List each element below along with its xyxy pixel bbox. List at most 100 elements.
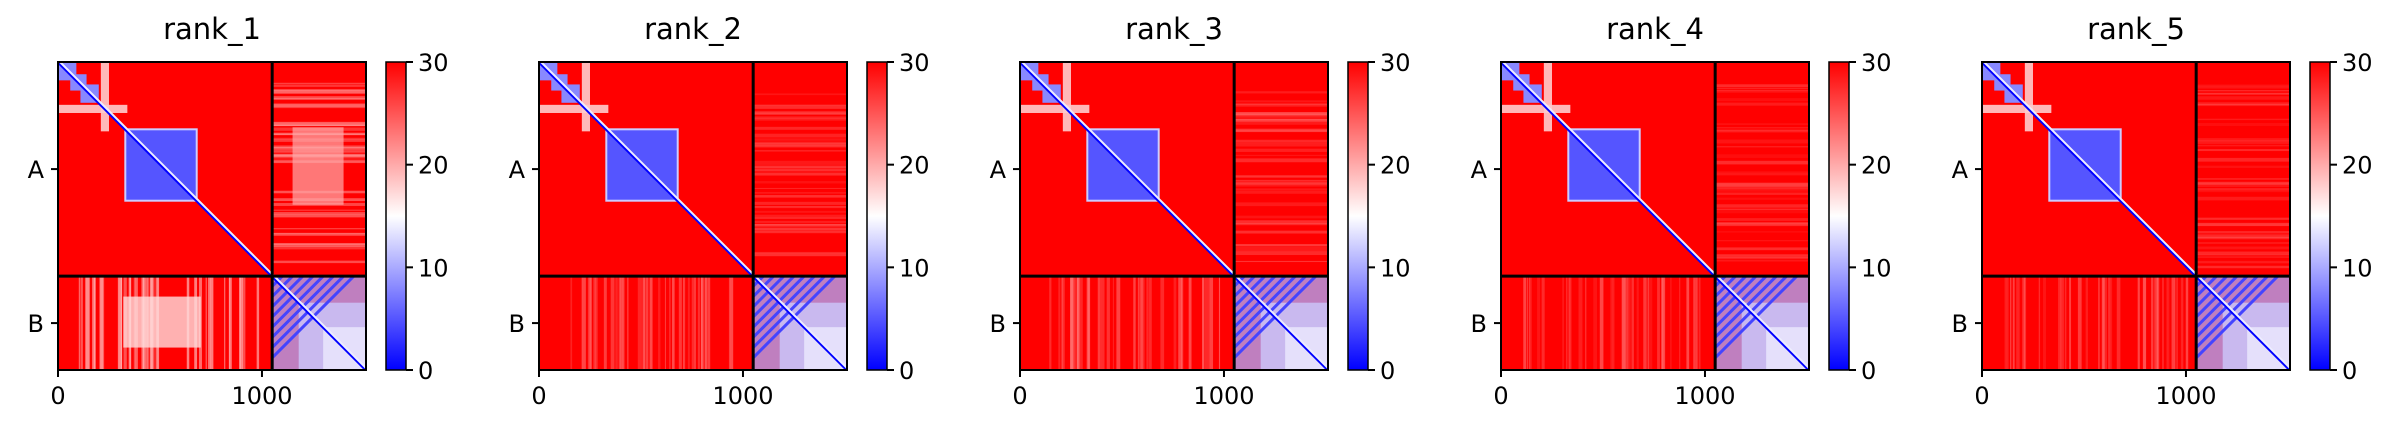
interchain-stripe	[1715, 171, 1809, 174]
colorbar-tick-label: 20	[418, 152, 449, 180]
domain-block-edge	[605, 128, 679, 202]
interchain-stripe	[2174, 276, 2176, 370]
interchain-stripe	[272, 243, 366, 245]
interchain-stripe	[1715, 160, 1809, 165]
interchain-stripe	[78, 276, 81, 370]
colorbar-tick-label: 20	[899, 152, 930, 180]
interchain-stripe	[2196, 149, 2290, 152]
interchain-stripe	[272, 245, 366, 250]
interchain-stripe	[2060, 276, 2064, 370]
panel-title: rank_4	[1606, 12, 1704, 46]
interchain-stripe	[1625, 276, 1628, 370]
interchain-stripe	[1661, 276, 1666, 370]
interchain-stripe	[1101, 276, 1105, 370]
interchain-stripe	[2196, 256, 2290, 258]
interchain-stripe	[753, 210, 847, 213]
interchain-stripe	[1715, 154, 1809, 158]
interchain-stripe	[683, 276, 686, 370]
interchain-stripe	[603, 276, 607, 370]
interchain-stripe	[2180, 276, 2184, 370]
interchain-stripe	[1234, 148, 1328, 152]
chain-label: B	[509, 310, 525, 338]
colorbar-tick-label: 20	[1861, 152, 1892, 180]
interchain-stripe	[649, 276, 653, 370]
domain-strip	[539, 104, 609, 113]
interchain-stripe	[2196, 246, 2290, 249]
interchain-stripe	[753, 206, 847, 209]
interchain-stripe	[2166, 276, 2169, 370]
interchain-stripe	[753, 217, 847, 219]
interchain-stripe	[272, 121, 366, 126]
interchain-stripe	[1173, 276, 1177, 370]
heatmap-svg: 0 1000 A B 0 10 20 30	[509, 49, 930, 410]
heatmap-frame	[538, 61, 848, 371]
heatmap-panel-2: rank_2 0 1000 A B 0 10 20 30	[509, 0, 1019, 438]
interchain-stripe	[2196, 102, 2290, 107]
interchain-stripe	[2043, 276, 2046, 370]
interchain-stripe	[1234, 114, 1328, 116]
interchain-stripe	[272, 84, 366, 87]
interchain-stripe	[594, 276, 598, 370]
interchain-stripe	[2196, 118, 2290, 121]
interchain-stripe	[1209, 276, 1214, 370]
interchain-stripe	[753, 253, 847, 257]
chain-label: B	[1471, 310, 1487, 338]
interchain-stripe	[1529, 276, 1532, 370]
heatmap-panel-1: rank_1 0 1000 A B 0 10 20 30	[28, 0, 538, 438]
interchain-stripe	[2196, 92, 2290, 95]
colorbar-tick-label: 20	[1380, 152, 1411, 180]
interchain-stripe	[2196, 96, 2290, 100]
interchain-stripe	[1585, 276, 1587, 370]
interchain-stripe	[1234, 112, 1328, 115]
interchain-stripe	[1070, 276, 1074, 370]
interchain-stripe	[2196, 187, 2290, 190]
interchain-stripe	[1693, 276, 1696, 370]
interchain-stripe	[1097, 276, 1100, 370]
colorbar-tick-label: 0	[899, 357, 914, 385]
interchain-stripe	[753, 227, 847, 231]
interchain-stripe	[272, 213, 366, 218]
interchain-stripe	[1715, 102, 1809, 106]
interchain-stripe	[2162, 276, 2164, 370]
interchain-stripe	[272, 89, 366, 94]
interchain-stripe	[1626, 276, 1630, 370]
interchain-stripe	[1715, 256, 1809, 260]
interchain-stripe	[1072, 276, 1074, 370]
interchain-stripe	[669, 276, 671, 370]
interchain-stripe	[1715, 84, 1809, 88]
interchain-stripe	[1234, 154, 1328, 156]
interchain-stripe	[753, 223, 847, 226]
interchain-stripe	[1234, 260, 1328, 263]
interchain-stripe	[2196, 196, 2290, 201]
colorbar-tick-label: 10	[418, 254, 449, 282]
interchain-stripe	[2196, 92, 2290, 95]
interchain-stripe	[2171, 276, 2176, 370]
interchain-stripe	[228, 276, 231, 370]
domain-block-edge	[124, 128, 198, 202]
interchain-stripe	[694, 276, 696, 370]
interchain-stripe	[1234, 220, 1328, 224]
domain-strip	[1982, 104, 2052, 113]
colorbar-tick-label: 10	[899, 254, 930, 282]
interchain-stripe	[753, 230, 847, 233]
interchain-stripe	[2196, 217, 2290, 220]
colorbar-tick-label: 20	[2342, 152, 2373, 180]
interchain-stripe	[1610, 276, 1613, 370]
interchain-stripe	[1234, 143, 1328, 147]
interchain-stripe	[272, 96, 366, 100]
interchain-stripe	[1234, 118, 1328, 120]
interchain-stripe	[610, 276, 615, 370]
interchain-stripe	[753, 104, 847, 106]
interchain-stripe	[1234, 128, 1328, 132]
interchain-stripe	[1234, 175, 1328, 178]
interchain-stripe	[1234, 215, 1328, 219]
interchain-stripe	[1204, 276, 1208, 370]
interchain-stripe	[1527, 276, 1529, 370]
interchain-stripe	[678, 276, 682, 370]
interchain-stripe	[1058, 276, 1061, 370]
interchain-stripe	[2196, 123, 2290, 126]
interchain-stripe	[1148, 276, 1152, 370]
interchain-stripe	[1146, 276, 1148, 370]
interchain-stripe	[753, 192, 847, 194]
interchain-stripe	[753, 112, 847, 115]
